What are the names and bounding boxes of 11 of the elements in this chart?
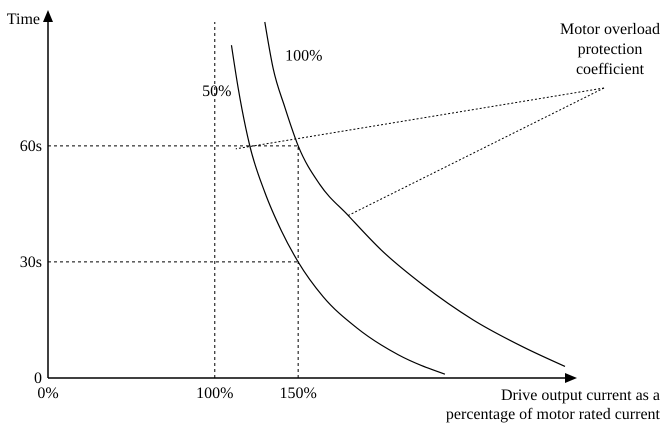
x-axis-title: Drive output current as a percentage of motor rated current xyxy=(446,387,661,423)
annotation: Motor overload protection coefficient xyxy=(560,21,660,78)
series-label: 50% xyxy=(202,82,232,100)
y-tick-label: 30s xyxy=(20,254,42,271)
y-tick-label: 60s xyxy=(20,138,42,155)
y-tick-label: 0 xyxy=(34,370,42,387)
series-label: 100% xyxy=(285,47,322,64)
x-tick-label: 100% xyxy=(196,385,234,402)
x-tick-label: 0% xyxy=(37,385,59,402)
x-tick-label: 150% xyxy=(279,385,317,402)
y-axis-title: Time xyxy=(6,11,40,28)
